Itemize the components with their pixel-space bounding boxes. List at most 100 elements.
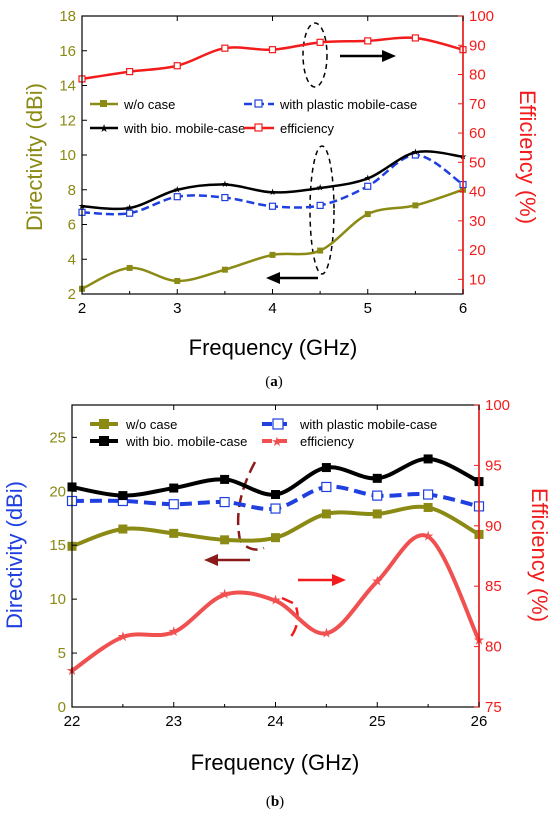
data-point (126, 264, 133, 271)
data-point (372, 490, 383, 501)
y2-tick-label: 90 (485, 518, 502, 535)
data-point (423, 489, 434, 500)
data-point (173, 62, 181, 70)
y-tick-label: 25 (49, 429, 66, 446)
caption-b: (b) (266, 794, 284, 810)
data-point (221, 266, 228, 273)
data-point (364, 182, 372, 190)
data-point (270, 503, 281, 514)
y-tick-label: 10 (59, 147, 76, 164)
data-point (364, 211, 371, 218)
data-point (168, 499, 179, 510)
svg-text:★: ★ (99, 122, 109, 135)
data-point: ★ (117, 629, 129, 645)
data-point (173, 193, 181, 201)
data-point (219, 496, 230, 508)
y2-tick-label: 30 (469, 213, 486, 230)
caption-a-letter: a (270, 374, 278, 390)
data-point (316, 38, 324, 46)
y2-tick-label: 80 (485, 639, 502, 656)
legend-b-label: efficiency (300, 434, 354, 449)
y-tick-label: 14 (59, 78, 76, 95)
y-tick-label: 15 (49, 537, 66, 554)
data-point (268, 46, 277, 54)
x-tick-label: 26 (471, 713, 488, 730)
data-point (118, 491, 128, 501)
caption-a: (a) (265, 374, 283, 390)
data-point (221, 44, 229, 52)
ylabel-a: Directivity (dBi) (22, 83, 47, 231)
y2-tick-label: 100 (485, 397, 510, 414)
y-tick-label: 18 (59, 8, 76, 25)
x-tick-label: 3 (173, 300, 181, 317)
data-point: ★ (219, 587, 231, 603)
data-point: ★ (168, 624, 180, 640)
data-point: ★ (316, 184, 324, 194)
y-tick-label: 6 (68, 217, 76, 234)
data-point (221, 193, 229, 202)
data-point: ★ (268, 188, 276, 198)
data-point: ★ (126, 204, 134, 214)
x-tick-label: 2 (78, 300, 86, 317)
data-point (412, 202, 419, 209)
data-point: ★ (320, 625, 332, 641)
legend-a: w/o case with plastic mobile-case ★ with… (90, 97, 417, 136)
data-point (372, 509, 382, 519)
y2-tick-label: 50 (469, 154, 486, 171)
y-tick-label: 0 (58, 699, 66, 716)
y-tick-label: 2 (68, 286, 76, 303)
x-tick-label: 6 (459, 300, 467, 317)
y2-tick-label: 75 (485, 699, 502, 716)
data-point: ★ (269, 593, 281, 609)
legend-a-label: with bio. mobile-case (123, 121, 245, 136)
panel-a: Frequency (GHz) Directivity (dBi) Effici… (22, 8, 540, 390)
y-tick-label: 10 (49, 591, 66, 608)
caption-b-letter: b (271, 794, 279, 810)
data-point (317, 247, 324, 254)
data-point: ★ (371, 573, 383, 589)
data-point (316, 201, 324, 209)
y-tick-label: 5 (58, 645, 66, 662)
y2-tick-label: 10 (469, 271, 486, 288)
plot-b: ★★★★★★★★★2223242526051015202575808590951… (49, 397, 510, 730)
x-tick-label: 24 (267, 713, 284, 730)
data-point (423, 454, 433, 464)
data-point (364, 37, 372, 45)
series-line (81, 150, 464, 211)
data-point (411, 34, 419, 42)
data-point (126, 67, 134, 76)
x-tick-label: 4 (268, 300, 276, 317)
plot-a: ★★★★★★★★★2345624681012141618102030405060… (59, 8, 494, 317)
y-tick-label: 20 (49, 483, 66, 500)
data-point (269, 251, 276, 258)
y-tick-label: 16 (59, 43, 76, 60)
y2-tick-label: 85 (485, 578, 502, 595)
data-point (321, 481, 332, 493)
series-line (81, 36, 464, 81)
plot-frame (71, 404, 480, 708)
data-point: ★ (364, 174, 372, 184)
y2-tick-label: 20 (469, 242, 486, 259)
series-line (70, 533, 481, 673)
y2-tick-label: 80 (469, 67, 486, 84)
ylabel-b: Directivity (dBi) (2, 481, 27, 629)
y-tick-label: 12 (59, 112, 76, 129)
y2-tick-label: 90 (469, 37, 486, 54)
x-tick-label: 22 (64, 713, 81, 730)
x-tick-label: 23 (165, 713, 182, 730)
y2label-b: Efficiency (%) (527, 488, 550, 622)
data-point (423, 502, 433, 512)
y2-tick-label: 60 (469, 125, 486, 142)
data-point (220, 474, 230, 484)
data-point (372, 473, 382, 483)
legend-b-label: with plastic mobile-case (299, 417, 437, 432)
y-tick-label: 4 (68, 251, 76, 268)
legend-b: w/o case with plastic mobile-case with b… (90, 417, 437, 450)
xlabel-a: Frequency (GHz) (189, 335, 358, 360)
data-point (321, 509, 331, 519)
y2-tick-label: 95 (485, 457, 502, 474)
data-point (118, 524, 128, 534)
data-point: ★ (221, 180, 229, 190)
panel-b: Frequency (GHz) Directivity (dBi) Effici… (2, 397, 550, 810)
y2label-a: Efficiency (%) (515, 90, 540, 224)
